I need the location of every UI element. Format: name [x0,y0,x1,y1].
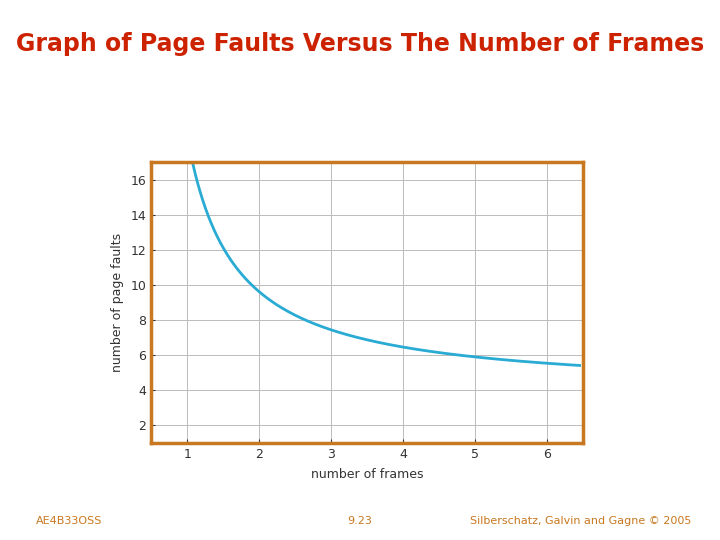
Y-axis label: number of page faults: number of page faults [110,233,124,372]
Text: Silberschatz, Galvin and Gagne © 2005: Silberschatz, Galvin and Gagne © 2005 [470,516,691,526]
Text: Graph of Page Faults Versus The Number of Frames: Graph of Page Faults Versus The Number o… [16,32,704,56]
X-axis label: number of frames: number of frames [311,468,423,481]
Text: AE4B33OSS: AE4B33OSS [36,516,102,526]
Text: 9.23: 9.23 [348,516,372,526]
